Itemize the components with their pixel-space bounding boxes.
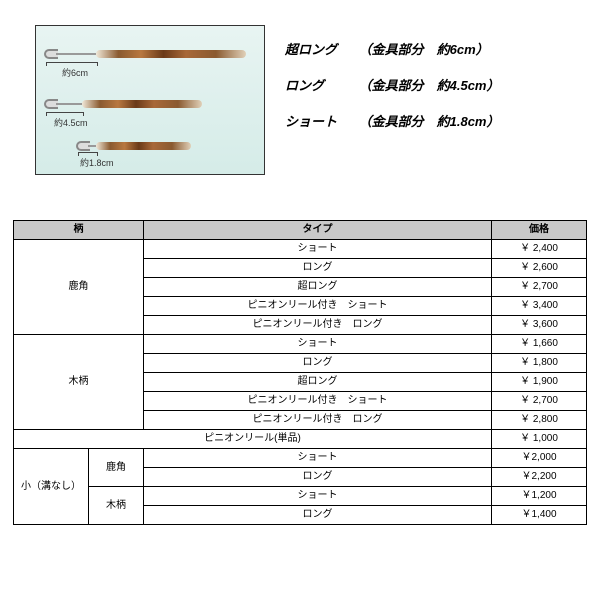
type-cell: ショート — [144, 487, 492, 506]
price-table-wrap: 柄 タイプ 価格 鹿角ショート￥ 2,400ロング￥ 2,600超ロング￥ 2,… — [0, 185, 600, 525]
subhandle-cell: 鹿角 — [89, 449, 144, 487]
type-cell: ロング — [144, 259, 492, 278]
product-image: 約6cm 約4.5cm 約1.8cm — [35, 25, 265, 175]
price-cell: ￥ 3,400 — [492, 297, 587, 316]
type-cell: ピニオンリール付き ショート — [144, 297, 492, 316]
legend-row: ロング （金具部分 約4.5cm） — [285, 73, 500, 99]
dim-label-1: 約6cm — [62, 66, 88, 79]
type-cell: ロング — [144, 468, 492, 487]
col-handle: 柄 — [14, 221, 144, 240]
price-cell: ￥ 1,660 — [492, 335, 587, 354]
dim-label-3: 約1.8cm — [80, 156, 114, 169]
legend: 超ロング （金具部分 約6cm） ロング （金具部分 約4.5cm） ショート … — [285, 25, 500, 145]
legend-detail: （金具部分 約4.5cm） — [359, 78, 500, 93]
type-cell: ショート — [144, 449, 492, 468]
legend-detail: （金具部分 約1.8cm） — [359, 114, 500, 129]
price-cell: ￥ 2,600 — [492, 259, 587, 278]
dim-label-2: 約4.5cm — [54, 116, 88, 129]
table-row: ピニオンリール(単品)￥ 1,000 — [14, 430, 587, 449]
legend-label: ショート — [285, 109, 355, 135]
price-cell: ￥ 1,800 — [492, 354, 587, 373]
price-cell: ￥2,200 — [492, 468, 587, 487]
price-cell: ￥ 2,400 — [492, 240, 587, 259]
price-cell: ￥ 1,900 — [492, 373, 587, 392]
subhandle-cell: 木柄 — [89, 487, 144, 525]
col-price: 価格 — [492, 221, 587, 240]
type-cell: ピニオンリール(単品) — [14, 430, 492, 449]
table-row: 小（溝なし）鹿角ショート￥2,000 — [14, 449, 587, 468]
type-cell: ロング — [144, 506, 492, 525]
price-cell: ￥ 2,700 — [492, 392, 587, 411]
table-row: 鹿角ショート￥ 2,400 — [14, 240, 587, 259]
col-type: タイプ — [144, 221, 492, 240]
type-cell: ショート — [144, 335, 492, 354]
type-cell: 超ロング — [144, 373, 492, 392]
price-table: 柄 タイプ 価格 鹿角ショート￥ 2,400ロング￥ 2,600超ロング￥ 2,… — [13, 220, 587, 525]
price-cell: ￥1,400 — [492, 506, 587, 525]
type-cell: ロング — [144, 354, 492, 373]
price-cell: ￥1,200 — [492, 487, 587, 506]
price-cell: ￥2,000 — [492, 449, 587, 468]
table-header-row: 柄 タイプ 価格 — [14, 221, 587, 240]
legend-row: ショート （金具部分 約1.8cm） — [285, 109, 500, 135]
table-row: 木柄ショート￥ 1,660 — [14, 335, 587, 354]
legend-label: ロング — [285, 73, 355, 99]
handle-cell: 小（溝なし） — [14, 449, 89, 525]
table-row: 木柄ショート￥1,200 — [14, 487, 587, 506]
handle-cell: 鹿角 — [14, 240, 144, 335]
type-cell: ピニオンリール付き ショート — [144, 392, 492, 411]
top-section: 約6cm 約4.5cm 約1.8cm 超ロング （金具部分 約6cm） ロング … — [0, 0, 600, 185]
legend-row: 超ロング （金具部分 約6cm） — [285, 37, 500, 63]
price-cell: ￥ 2,700 — [492, 278, 587, 297]
legend-label: 超ロング — [285, 37, 355, 63]
table-body: 鹿角ショート￥ 2,400ロング￥ 2,600超ロング￥ 2,700ピニオンリー… — [14, 240, 587, 525]
type-cell: 超ロング — [144, 278, 492, 297]
type-cell: ピニオンリール付き ロング — [144, 411, 492, 430]
price-cell: ￥ 3,600 — [492, 316, 587, 335]
type-cell: ピニオンリール付き ロング — [144, 316, 492, 335]
price-cell: ￥ 2,800 — [492, 411, 587, 430]
price-cell: ￥ 1,000 — [492, 430, 587, 449]
legend-detail: （金具部分 約6cm） — [359, 42, 489, 57]
handle-cell: 木柄 — [14, 335, 144, 430]
type-cell: ショート — [144, 240, 492, 259]
